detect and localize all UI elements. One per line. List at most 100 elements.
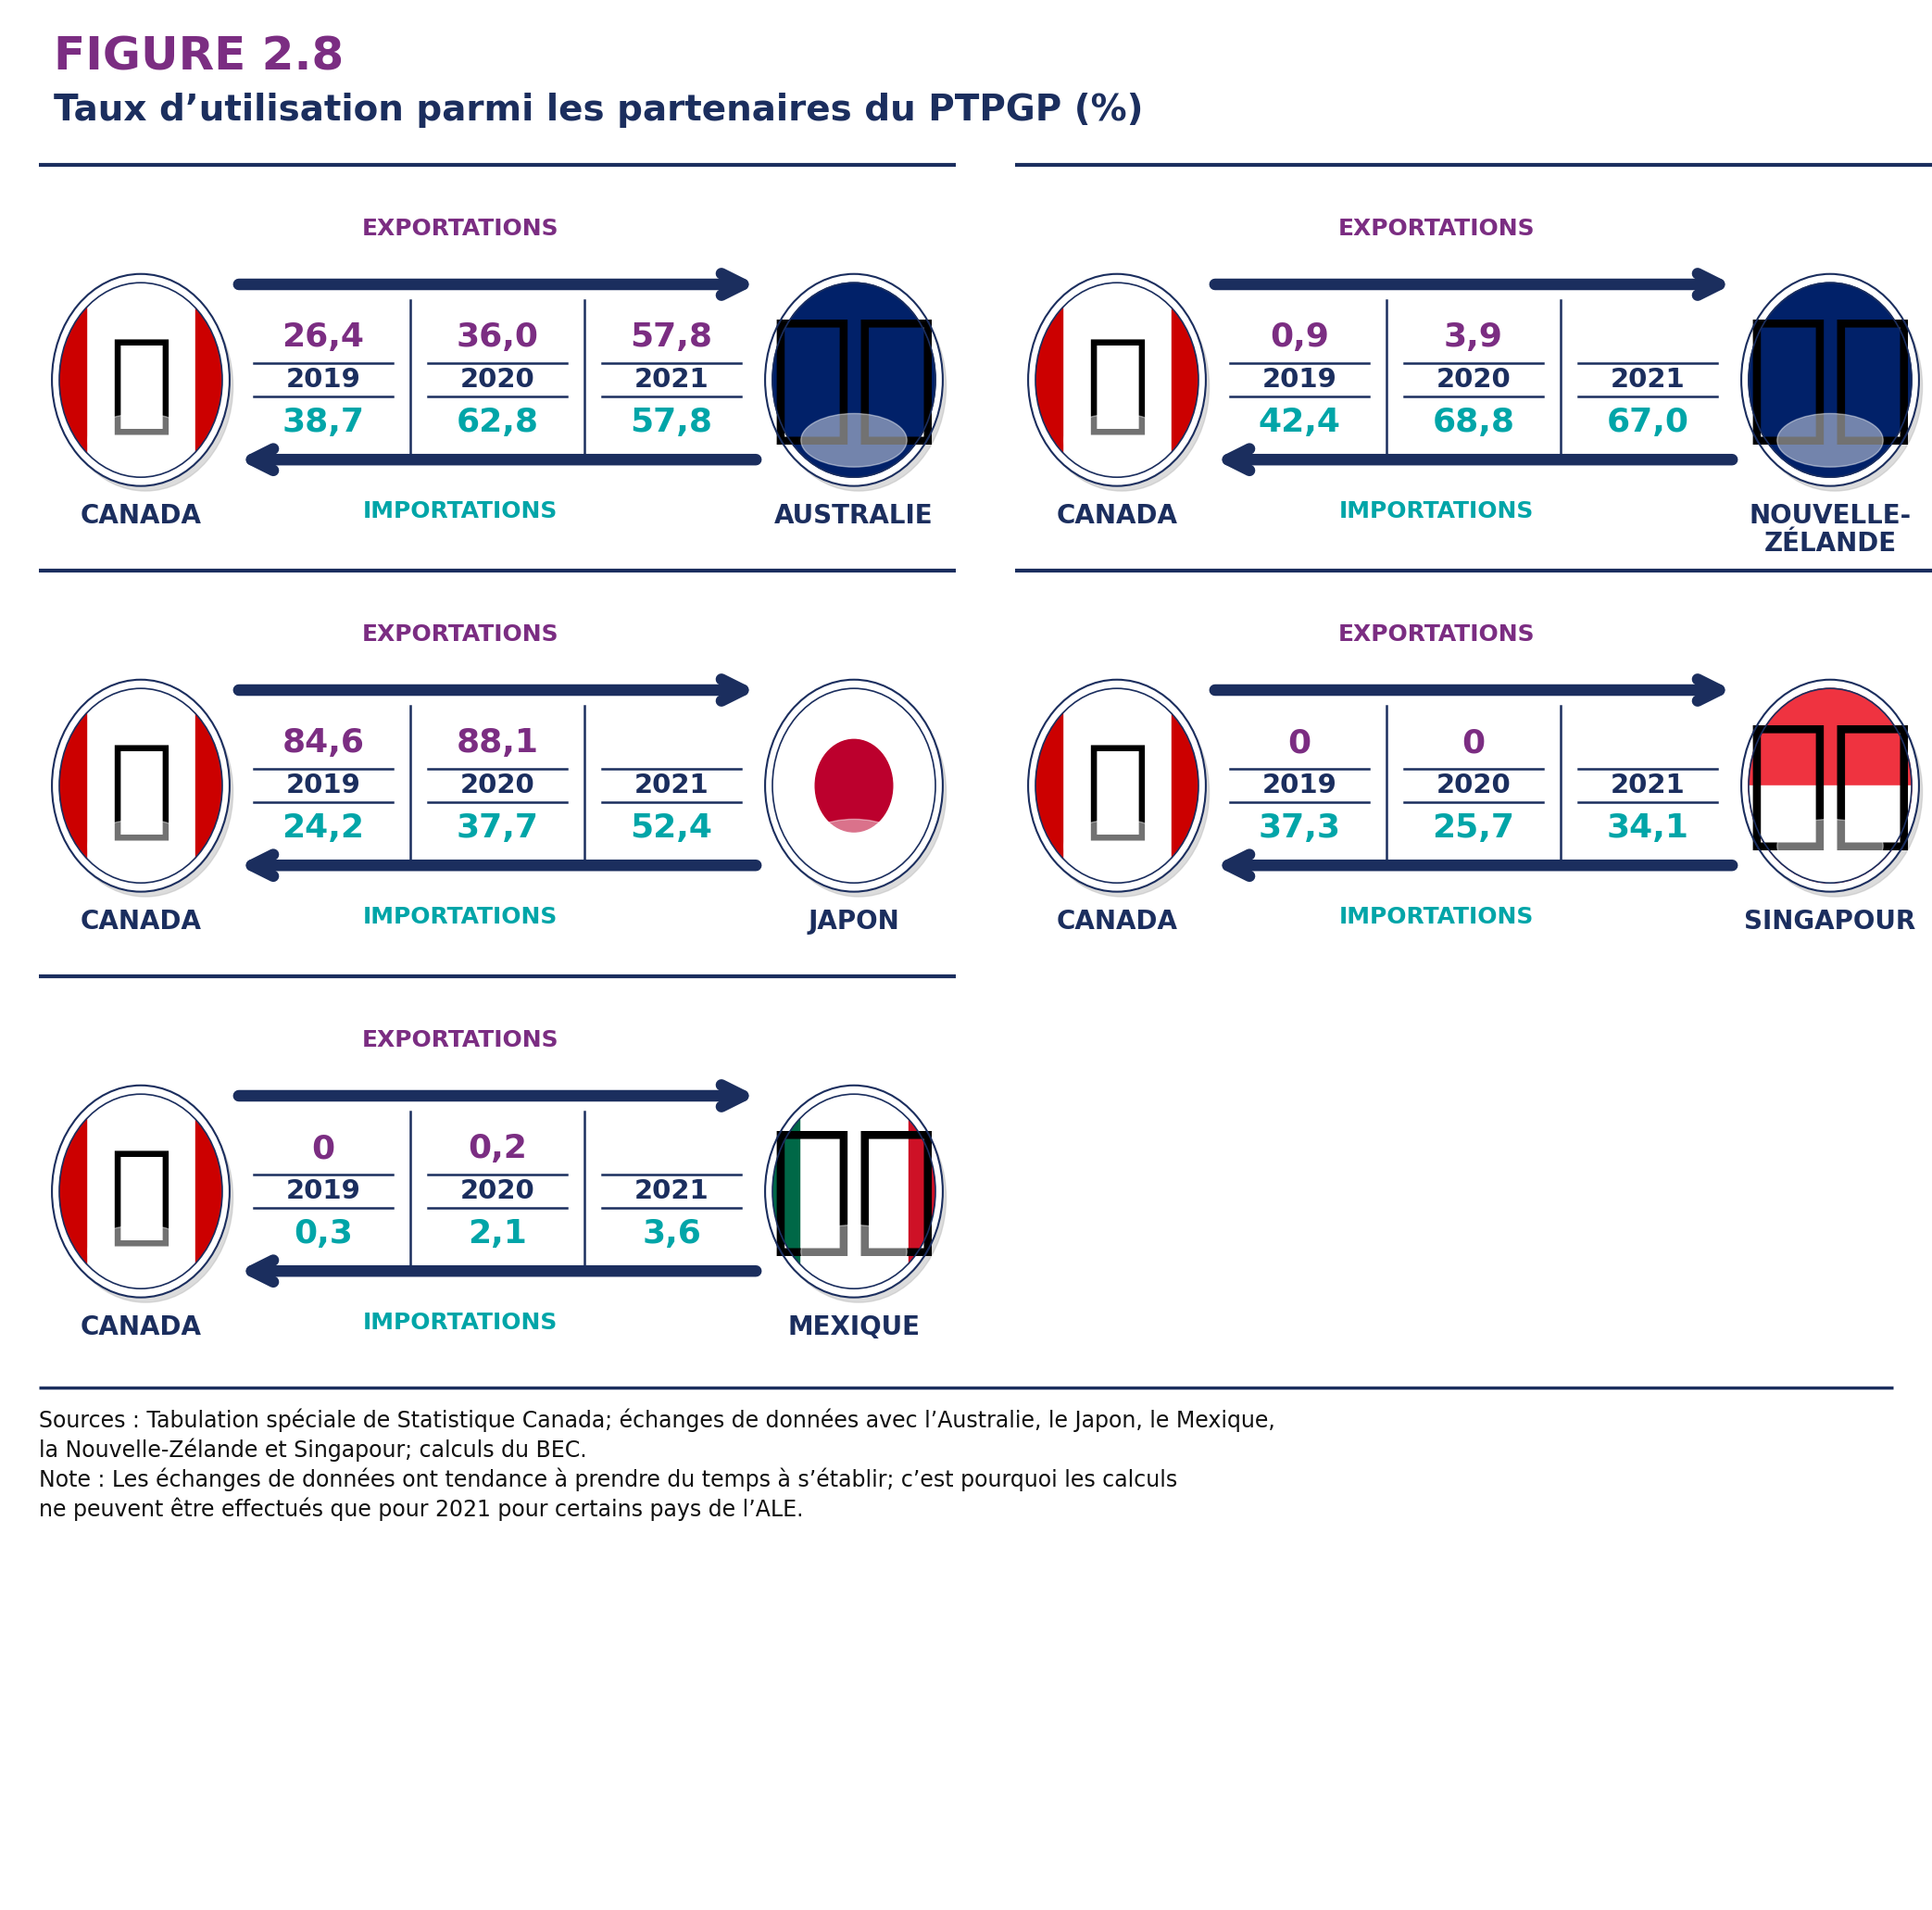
Text: 2019: 2019 — [1262, 367, 1337, 393]
Bar — [908, 1094, 935, 1289]
Text: 42,4: 42,4 — [1258, 407, 1341, 437]
Bar — [1171, 283, 1198, 478]
Text: EXPORTATIONS: EXPORTATIONS — [361, 218, 558, 241]
Text: 0,2: 0,2 — [468, 1133, 527, 1165]
Ellipse shape — [52, 273, 230, 485]
Text: 🍁: 🍁 — [1084, 739, 1150, 844]
Ellipse shape — [58, 688, 234, 896]
Ellipse shape — [773, 1094, 935, 1289]
Text: 2021: 2021 — [634, 1178, 709, 1205]
Text: 🍁: 🍁 — [108, 332, 174, 439]
Text: la Nouvelle-Zélande et Singapour; calculs du BEC.: la Nouvelle-Zélande et Singapour; calcul… — [39, 1438, 587, 1461]
Text: 2020: 2020 — [1435, 774, 1511, 798]
Ellipse shape — [60, 283, 222, 478]
Text: 2021: 2021 — [634, 774, 709, 798]
Text: 🍁: 🍁 — [108, 1144, 174, 1251]
Text: CANADA: CANADA — [1057, 502, 1179, 529]
Text: EXPORTATIONS: EXPORTATIONS — [361, 1029, 558, 1050]
Bar — [1748, 785, 1911, 882]
Text: 🇲🇽: 🇲🇽 — [769, 1123, 939, 1261]
Text: 2,1: 2,1 — [468, 1219, 527, 1249]
Bar — [60, 688, 87, 882]
Text: 0: 0 — [1463, 728, 1486, 758]
Bar — [773, 1094, 800, 1289]
Text: 68,8: 68,8 — [1432, 407, 1515, 437]
Text: 26,4: 26,4 — [282, 321, 365, 353]
Ellipse shape — [773, 688, 935, 882]
Text: 57,8: 57,8 — [630, 321, 713, 353]
Text: 2020: 2020 — [460, 367, 535, 393]
Text: 2019: 2019 — [286, 774, 361, 798]
Ellipse shape — [771, 283, 947, 491]
Ellipse shape — [1034, 688, 1209, 896]
Text: CANADA: CANADA — [1057, 909, 1179, 934]
Text: 38,7: 38,7 — [282, 407, 365, 437]
Ellipse shape — [1028, 273, 1206, 485]
Text: 🇸🇬: 🇸🇬 — [1745, 716, 1915, 854]
Text: 37,7: 37,7 — [456, 812, 539, 844]
Text: 34,1: 34,1 — [1605, 812, 1689, 844]
Text: 0,9: 0,9 — [1269, 321, 1329, 353]
Bar — [60, 1094, 87, 1289]
Text: 2019: 2019 — [286, 367, 361, 393]
Text: 62,8: 62,8 — [456, 407, 539, 437]
Ellipse shape — [1777, 414, 1884, 468]
Ellipse shape — [1741, 680, 1918, 892]
Ellipse shape — [771, 1093, 947, 1303]
Text: 3,9: 3,9 — [1443, 321, 1503, 353]
Bar — [60, 283, 87, 478]
Text: MEXIQUE: MEXIQUE — [788, 1314, 920, 1341]
Ellipse shape — [1748, 283, 1911, 478]
Ellipse shape — [1036, 283, 1198, 478]
Ellipse shape — [58, 1093, 234, 1303]
Bar — [195, 688, 222, 882]
Ellipse shape — [60, 688, 222, 882]
Text: ne peuvent être effectués que pour 2021 pour certains pays de l’ALE.: ne peuvent être effectués que pour 2021 … — [39, 1497, 804, 1520]
Text: EXPORTATIONS: EXPORTATIONS — [1339, 623, 1536, 646]
Ellipse shape — [1747, 283, 1922, 491]
Ellipse shape — [1034, 283, 1209, 491]
Text: 2020: 2020 — [460, 1178, 535, 1205]
Text: 2020: 2020 — [1435, 367, 1511, 393]
Ellipse shape — [802, 819, 906, 873]
Text: CANADA: CANADA — [79, 909, 201, 934]
Text: 52,4: 52,4 — [630, 812, 713, 844]
Text: 84,6: 84,6 — [282, 728, 365, 758]
Bar — [1036, 688, 1063, 882]
Text: 24,2: 24,2 — [282, 812, 365, 844]
Text: 0: 0 — [311, 1133, 334, 1165]
Ellipse shape — [87, 1224, 193, 1278]
Text: 25,7: 25,7 — [1432, 812, 1515, 844]
Bar — [195, 1094, 222, 1289]
Ellipse shape — [1777, 819, 1884, 873]
Text: 🇦🇺: 🇦🇺 — [769, 311, 939, 449]
Ellipse shape — [1036, 688, 1198, 882]
Ellipse shape — [765, 273, 943, 485]
Ellipse shape — [1065, 819, 1171, 873]
Ellipse shape — [60, 1094, 222, 1289]
Bar — [1171, 688, 1198, 882]
Text: 2019: 2019 — [286, 1178, 361, 1205]
Text: Sources : Tabulation spéciale de Statistique Canada; échanges de données avec l’: Sources : Tabulation spéciale de Statist… — [39, 1408, 1275, 1432]
Ellipse shape — [1065, 414, 1171, 468]
Text: 3,6: 3,6 — [641, 1219, 701, 1249]
Text: IMPORTATIONS: IMPORTATIONS — [1339, 905, 1534, 928]
Ellipse shape — [773, 283, 935, 478]
Text: SINGAPOUR: SINGAPOUR — [1745, 909, 1917, 934]
Ellipse shape — [815, 739, 893, 833]
Ellipse shape — [771, 688, 947, 896]
Text: Note : Les échanges de données ont tendance à prendre du temps à s’établir; c’es: Note : Les échanges de données ont tenda… — [39, 1467, 1177, 1492]
Ellipse shape — [58, 283, 234, 491]
Text: 36,0: 36,0 — [456, 321, 539, 353]
Ellipse shape — [1748, 688, 1911, 882]
Text: 2019: 2019 — [1262, 774, 1337, 798]
Ellipse shape — [87, 414, 193, 468]
Text: NOUVELLE-
ZÉLANDE: NOUVELLE- ZÉLANDE — [1748, 502, 1911, 558]
Bar — [1036, 283, 1063, 478]
Ellipse shape — [52, 680, 230, 892]
Text: IMPORTATIONS: IMPORTATIONS — [363, 500, 558, 523]
Text: 2020: 2020 — [460, 774, 535, 798]
Ellipse shape — [52, 1085, 230, 1297]
Text: CANADA: CANADA — [79, 502, 201, 529]
Ellipse shape — [765, 680, 943, 892]
